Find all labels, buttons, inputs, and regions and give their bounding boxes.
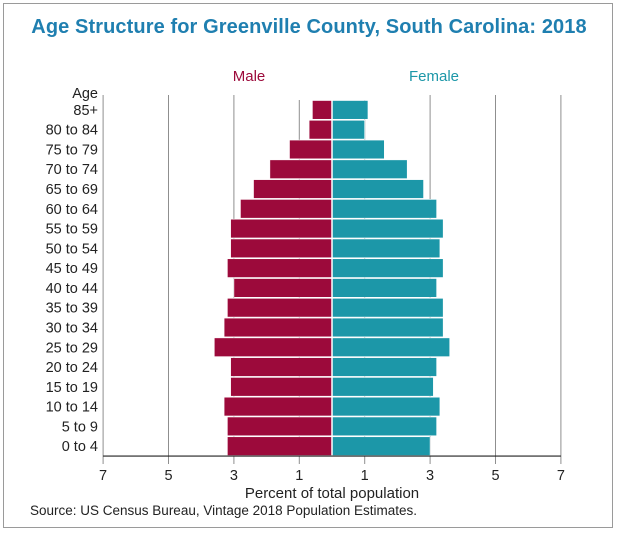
male-bars: [213, 100, 333, 456]
male-bar-0: [312, 100, 333, 120]
male-series-label: Male: [233, 68, 266, 85]
x-tick-label-3: 1: [295, 468, 303, 484]
y-tick-label: 15 to 19: [46, 380, 98, 396]
female-bars: [331, 100, 451, 457]
female-bar-10: [331, 297, 444, 318]
female-bar-14: [331, 377, 434, 397]
y-axis-title: Age: [72, 86, 98, 102]
female-bar-4: [331, 179, 424, 199]
male-bar-17: [227, 436, 333, 456]
male-bar-13: [230, 357, 333, 377]
female-bar-12: [331, 337, 451, 357]
female-bar-16: [331, 416, 437, 437]
y-tick-label: 25 to 29: [46, 340, 98, 356]
y-tick-label: 85+: [73, 103, 98, 119]
y-tick-label: 45 to 49: [46, 261, 98, 277]
x-tick-label-5: 3: [426, 468, 434, 484]
female-bar-11: [331, 317, 444, 338]
y-tick-label: 35 to 39: [46, 301, 98, 317]
female-bar-8: [331, 258, 444, 278]
male-bar-2: [289, 139, 333, 160]
x-axis-title: Percent of total population: [245, 485, 419, 502]
x-tick-label-7: 7: [557, 468, 565, 484]
female-bar-15: [331, 396, 441, 417]
x-tick-label-4: 1: [361, 468, 369, 484]
male-bar-12: [213, 337, 333, 357]
female-series-label: Female: [409, 68, 459, 85]
y-tick-label: 40 to 44: [46, 281, 98, 297]
female-bar-13: [331, 357, 437, 377]
y-tick-label: 80 to 84: [46, 123, 98, 139]
female-bar-3: [331, 159, 408, 179]
y-axis-labels: 85+ 80 to 84 75 to 79 70 to 74 65 to 69 60 to…: [46, 103, 98, 455]
female-bar-5: [331, 199, 437, 219]
female-bar-9: [331, 278, 437, 298]
y-tick-label: 70 to 74: [46, 162, 98, 178]
x-axis: 7 5 3 1 1 3 5 7: [99, 455, 565, 484]
x-tick-label-1: 5: [164, 468, 172, 484]
x-tick-label-6: 5: [491, 468, 499, 484]
male-bar-14: [230, 377, 333, 397]
female-bar-2: [331, 139, 385, 160]
y-tick-label: 5 to 9: [62, 419, 98, 435]
male-bar-5: [240, 199, 333, 219]
male-bar-8: [227, 258, 333, 278]
y-tick-label: 50 to 54: [46, 241, 98, 257]
male-bar-15: [223, 396, 333, 417]
female-bar-17: [331, 436, 431, 456]
chart-title: Age Structure for Greenville County, Sou…: [31, 16, 587, 38]
male-bar-6: [230, 218, 333, 239]
y-tick-label: 30 to 34: [46, 320, 98, 336]
source-note: Source: US Census Bureau, Vintage 2018 P…: [30, 503, 417, 518]
female-bar-6: [331, 218, 444, 239]
male-bar-11: [223, 317, 333, 338]
male-bar-4: [253, 179, 333, 199]
x-tick-label-2: 3: [230, 468, 238, 484]
x-tick-label-0: 7: [99, 468, 107, 484]
y-tick-label: 65 to 69: [46, 182, 98, 198]
female-bar-7: [331, 238, 441, 259]
male-bar-10: [227, 297, 333, 318]
y-tick-label: 20 to 24: [46, 360, 98, 376]
male-bar-16: [227, 416, 333, 437]
male-bar-7: [230, 238, 333, 259]
male-bar-1: [308, 119, 333, 140]
y-tick-label: 60 to 64: [46, 202, 98, 218]
y-tick-label: 55 to 59: [46, 222, 98, 238]
y-tick-label: 75 to 79: [46, 142, 98, 158]
male-bar-3: [269, 159, 333, 179]
y-tick-label: 0 to 4: [62, 439, 98, 455]
female-bar-1: [331, 119, 366, 140]
female-bar-0: [331, 100, 369, 120]
male-bar-9: [233, 278, 333, 298]
y-tick-label: 10 to 14: [46, 400, 98, 416]
